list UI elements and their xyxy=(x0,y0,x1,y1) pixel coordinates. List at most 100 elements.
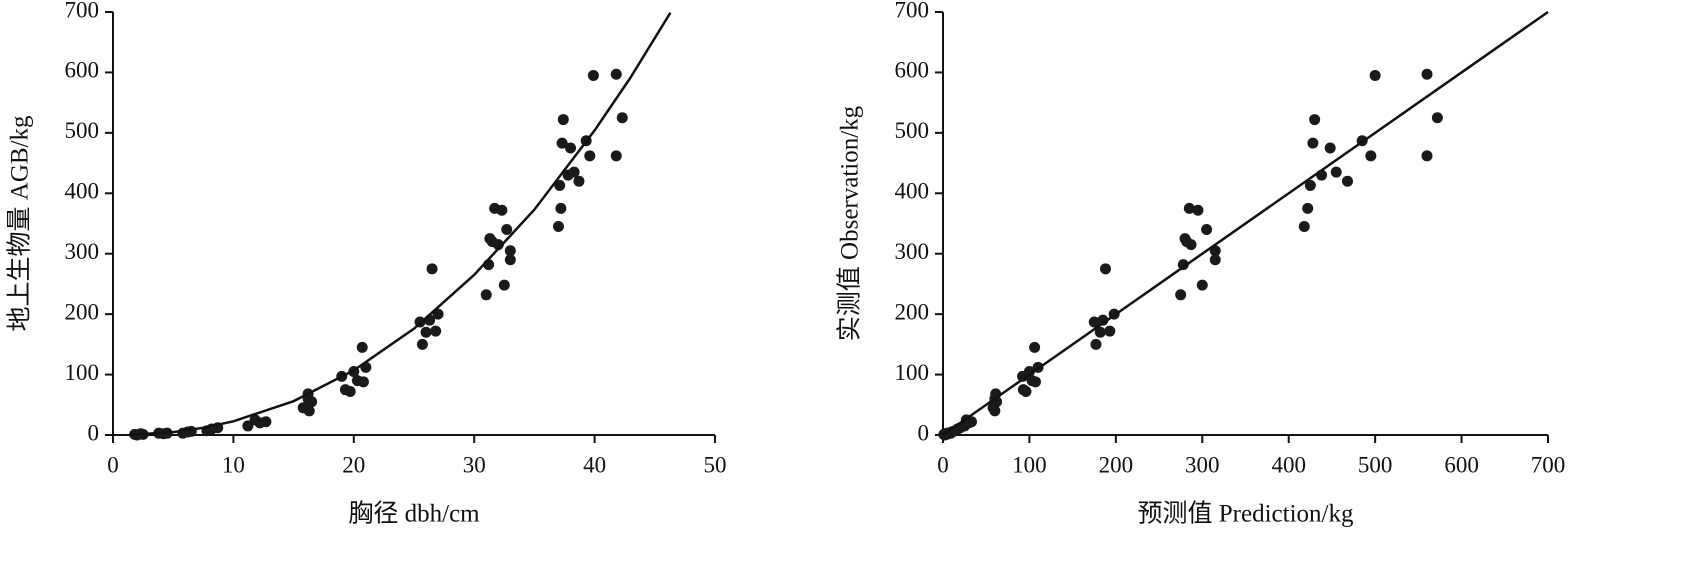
data-point xyxy=(1175,289,1187,301)
data-point xyxy=(555,202,567,214)
data-point xyxy=(1431,112,1443,124)
data-point xyxy=(1201,224,1213,236)
fit-line xyxy=(130,11,672,437)
data-point xyxy=(1341,175,1353,187)
data-point xyxy=(420,326,432,338)
y-axis-label: 地上生物量 AGB/kg xyxy=(6,115,34,331)
y-tick-label: 100 xyxy=(895,360,930,385)
y-axis-label: 实测值 Observation/kg xyxy=(836,105,864,341)
x-tick-label: 500 xyxy=(1358,452,1393,477)
x-tick-label: 0 xyxy=(937,452,949,477)
data-point xyxy=(1090,338,1102,350)
data-point xyxy=(610,68,622,80)
data-point xyxy=(185,425,197,437)
data-point xyxy=(610,150,622,162)
data-point xyxy=(1029,376,1041,388)
data-point xyxy=(573,175,585,187)
data-point xyxy=(504,245,516,257)
x-tick-label: 100 xyxy=(1012,452,1047,477)
data-point xyxy=(989,405,1001,417)
data-point xyxy=(1309,114,1321,126)
y-tick-label: 600 xyxy=(65,58,100,83)
data-point xyxy=(1365,150,1377,162)
data-point xyxy=(584,150,596,162)
x-tick-label: 400 xyxy=(1271,452,1306,477)
data-point xyxy=(1104,325,1116,337)
data-point xyxy=(554,179,566,191)
data-point xyxy=(1209,254,1221,266)
data-point xyxy=(1369,69,1381,81)
data-point xyxy=(552,221,564,233)
data-point xyxy=(1020,385,1032,397)
data-point xyxy=(504,254,516,266)
y-tick-label: 300 xyxy=(895,239,930,264)
data-point xyxy=(1177,259,1189,271)
data-point xyxy=(1029,341,1041,353)
y-tick-label: 500 xyxy=(65,118,100,143)
data-point xyxy=(1330,166,1342,178)
data-point xyxy=(1094,326,1106,338)
data-point xyxy=(1088,316,1100,328)
x-tick-label: 0 xyxy=(107,452,119,477)
data-point xyxy=(344,385,356,397)
data-point xyxy=(1324,142,1336,154)
y-tick-label: 500 xyxy=(895,118,930,143)
data-point xyxy=(426,263,438,275)
data-point xyxy=(1421,68,1433,80)
x-tick-label: 50 xyxy=(704,452,727,477)
data-point xyxy=(416,338,428,350)
x-axis-label: 预测值 Prediction/kg xyxy=(1138,500,1354,528)
data-point xyxy=(242,420,254,432)
y-tick-label: 0 xyxy=(918,420,930,445)
data-point xyxy=(1099,263,1111,275)
data-point xyxy=(556,137,568,149)
x-tick-label: 600 xyxy=(1444,452,1479,477)
data-point xyxy=(1196,279,1208,291)
x-axis-label: 胸径 dbh/cm xyxy=(348,500,480,528)
y-tick-label: 700 xyxy=(65,0,100,22)
data-point xyxy=(587,69,599,81)
data-point xyxy=(565,142,577,154)
y-tick-label: 200 xyxy=(65,299,100,324)
data-point xyxy=(616,112,628,124)
data-point xyxy=(432,308,444,320)
data-point xyxy=(260,416,272,428)
data-point xyxy=(496,204,508,216)
data-point xyxy=(1307,137,1319,149)
data-point xyxy=(1097,314,1109,326)
data-point xyxy=(1023,366,1035,378)
y-tick-label: 100 xyxy=(65,360,100,385)
data-point xyxy=(303,405,315,417)
data-point xyxy=(1183,202,1195,214)
data-point xyxy=(501,224,513,236)
data-point xyxy=(1298,221,1310,233)
data-point xyxy=(966,416,978,428)
y-tick-label: 0 xyxy=(88,420,100,445)
data-point xyxy=(356,341,368,353)
x-tick-label: 30 xyxy=(463,452,486,477)
data-point xyxy=(1185,239,1197,251)
fit-line xyxy=(942,10,1549,437)
x-tick-label: 40 xyxy=(583,452,606,477)
data-point xyxy=(498,279,510,291)
data-point xyxy=(568,166,580,178)
y-tick-label: 300 xyxy=(65,239,100,264)
y-tick-label: 600 xyxy=(895,58,930,83)
data-point xyxy=(480,289,492,301)
y-tick-label: 200 xyxy=(895,299,930,324)
y-tick-label: 400 xyxy=(65,179,100,204)
data-point xyxy=(1192,204,1204,216)
data-point xyxy=(430,325,442,337)
x-tick-label: 700 xyxy=(1531,452,1566,477)
data-point xyxy=(357,376,369,388)
data-point xyxy=(1421,150,1433,162)
x-tick-label: 200 xyxy=(1099,452,1134,477)
data-point xyxy=(557,114,569,126)
data-point xyxy=(1302,202,1314,214)
y-tick-label: 700 xyxy=(895,0,930,22)
data-point xyxy=(1304,179,1316,191)
x-tick-label: 20 xyxy=(342,452,365,477)
x-tick-label: 300 xyxy=(1185,452,1220,477)
x-tick-label: 10 xyxy=(222,452,245,477)
